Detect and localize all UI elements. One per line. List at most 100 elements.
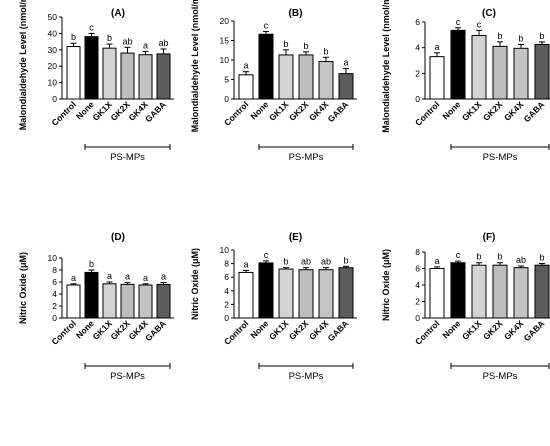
significance-letter: a	[125, 272, 130, 282]
x-tick-label: GK2X	[481, 318, 505, 342]
x-tick-label: GK2X	[287, 318, 311, 342]
bar-none	[450, 262, 466, 319]
significance-letter: b	[107, 33, 112, 43]
bar-gk1x	[471, 264, 487, 319]
y-axis-label: Nitric Oxide (μM)	[381, 249, 391, 321]
bar-gk1x	[278, 54, 294, 100]
y-tick-label: 10	[220, 245, 230, 255]
y-tick-label: 50	[48, 12, 58, 22]
y-tick-label: 0	[52, 313, 57, 323]
bar-gk2x	[120, 283, 135, 319]
significance-letter: b	[89, 259, 94, 269]
significance-letter: b	[323, 46, 328, 56]
x-tick-label: None	[440, 318, 462, 340]
significance-letter: a	[143, 40, 148, 50]
significance-letter: b	[539, 31, 544, 41]
significance-letter: ab	[516, 255, 526, 265]
bar-control	[238, 271, 254, 319]
y-tick-label: 6	[52, 277, 57, 287]
y-tick-label: 8	[224, 259, 229, 269]
chart-panel-a: (A) Malondialdehyde Level (nmol/mL) 0 10 20 3…	[18, 0, 174, 163]
y-tick-label: 0	[415, 313, 420, 323]
panel-title: (A)	[111, 8, 125, 19]
bar-control	[429, 268, 445, 319]
panel-title: (C)	[482, 8, 496, 19]
x-tick-label: GABA	[143, 318, 168, 343]
bar-control	[429, 56, 445, 100]
y-tick-label: 10	[48, 253, 58, 263]
significance-letter: c	[264, 21, 269, 31]
y-tick-label: 8	[52, 265, 57, 275]
y-tick-label: 2	[415, 297, 420, 307]
y-tick-label: 2	[224, 299, 229, 309]
x-tick-label: GK1X	[460, 318, 484, 342]
x-tick-label: GK1X	[267, 99, 291, 123]
chart-panel-b: (B) Malondialdehyde Level (nmol/mL) 0 5 10 15…	[190, 0, 357, 163]
y-tick-label: 5	[224, 75, 229, 85]
y-axis-label: Nitric Oxide (μM)	[190, 248, 200, 320]
significance-letter: a	[71, 273, 76, 283]
significance-letter: ab	[122, 36, 132, 46]
significance-letter: c	[264, 250, 269, 260]
bar-gk1x	[278, 268, 294, 319]
x-tick-label: GABA	[522, 99, 547, 124]
group-label: PS-MPs	[289, 371, 324, 382]
x-tick-label: None	[248, 318, 270, 340]
y-tick-label: 10	[220, 55, 230, 65]
x-tick-label: GK4X	[502, 318, 526, 342]
bar-control	[66, 46, 81, 100]
significance-letter: b	[539, 253, 544, 263]
panel-title: (F)	[483, 232, 496, 243]
significance-letter: c	[89, 22, 94, 32]
significance-letter: c	[456, 17, 461, 27]
y-tick-label: 4	[52, 289, 57, 299]
bar-gk2x	[298, 54, 314, 100]
significance-letter: a	[243, 259, 248, 269]
x-tick-label: GK1X	[90, 99, 114, 123]
y-tick-label: 2	[415, 68, 420, 78]
significance-letter: a	[434, 256, 439, 266]
significance-letter: b	[283, 257, 288, 267]
y-tick-label: 20	[48, 61, 58, 71]
panel-title: (B)	[289, 8, 303, 19]
x-tick-label: GABA	[326, 99, 351, 124]
bar-control	[66, 284, 81, 319]
bar-gk1x	[102, 47, 117, 100]
y-axis-label: Malondialdehyde Level (nmol/mL)	[190, 0, 200, 132]
x-tick-label: None	[440, 99, 462, 121]
significance-letter: b	[303, 41, 308, 51]
significance-letter: b	[497, 31, 502, 41]
bar-gk2x	[492, 264, 508, 319]
group-label: PS-MPs	[483, 371, 518, 382]
y-tick-label: 40	[48, 28, 58, 38]
panel-title: (E)	[289, 232, 302, 243]
chart-panel-f: (F)Nitric Oxide (μM) 02468aControlcNonebG…	[381, 232, 550, 382]
y-tick-label: 6	[224, 272, 229, 282]
bar-gaba	[534, 264, 550, 319]
panel-title: (D)	[111, 232, 125, 243]
significance-letter: b	[71, 32, 76, 42]
y-tick-label: 6	[415, 264, 420, 274]
y-tick-label: 8	[415, 247, 420, 257]
y-tick-label: 4	[415, 43, 420, 53]
x-tick-label: GK2X	[287, 99, 311, 123]
significance-letter: a	[143, 273, 148, 283]
chart-panel-e: (E)Nitric Oxide (μM) 0246810aControlcNone…	[190, 232, 357, 382]
x-tick-label: GK1X	[267, 318, 291, 342]
y-tick-label: 10	[48, 78, 58, 88]
significance-letter: a	[161, 272, 166, 282]
y-tick-label: 0	[224, 313, 229, 323]
y-tick-label: 30	[48, 45, 58, 55]
significance-letter: c	[477, 19, 482, 29]
x-tick-label: GK2X	[481, 99, 505, 123]
x-tick-label: GABA	[522, 318, 547, 343]
y-tick-label: 4	[224, 286, 229, 296]
bar-gk1x	[471, 34, 487, 100]
significance-letter: b	[343, 255, 348, 265]
significance-letter: ab	[301, 257, 311, 267]
y-tick-label: 2	[52, 301, 57, 311]
group-label: PS-MPs	[110, 152, 145, 163]
x-tick-label: GK1X	[460, 99, 484, 123]
x-tick-label: GK2X	[108, 318, 132, 342]
